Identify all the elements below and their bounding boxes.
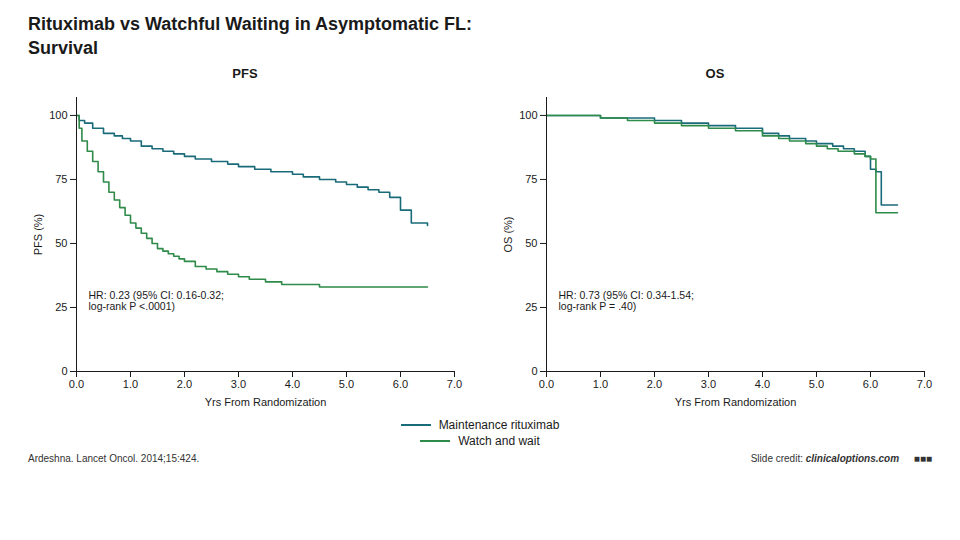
svg-text:3.0: 3.0 [231,378,246,390]
svg-text:75: 75 [525,173,537,185]
svg-text:HR: 0.73 (95% CI: 0.34-1.54;lo: HR: 0.73 (95% CI: 0.34-1.54;log-rank P =… [559,289,694,312]
svg-text:0.0: 0.0 [539,378,554,390]
html-text:OS: OS [705,66,725,81]
html-text:Slide credit: clinicaloptions.: Slide credit: clinicaloptions.com [750,453,900,464]
svg-text:5.0: 5.0 [809,378,824,390]
svg-text:5.0: 5.0 [339,378,354,390]
svg-text:6.0: 6.0 [863,378,878,390]
html-text:Ardeshna. Lancet Oncol. 2014;1: Ardeshna. Lancet Oncol. 2014;15:424. [28,453,200,464]
svg-text:2.0: 2.0 [647,378,662,390]
html-text:PFS: PFS [232,66,258,81]
svg-text:75: 75 [55,173,67,185]
svg-text:HR: 0.23 (95% CI: 0.16-0.32;lo: HR: 0.23 (95% CI: 0.16-0.32;log-rank P <… [89,289,224,312]
svg-text:2.0: 2.0 [177,378,192,390]
svg-text:50: 50 [525,237,537,249]
svg-text:4.0: 4.0 [285,378,300,390]
svg-text:100: 100 [519,109,537,121]
svg-text:7.0: 7.0 [447,378,462,390]
svg-text:100: 100 [49,109,67,121]
svg-text:0: 0 [61,365,67,377]
svg-text:Yrs From Randomization: Yrs From Randomization [675,396,797,408]
svg-text:6.0: 6.0 [393,378,408,390]
html-text:Maintenance rituximab: Maintenance rituximab [438,418,560,432]
svg-text:50: 50 [55,237,67,249]
svg-text:3.0: 3.0 [701,378,716,390]
svg-text:0: 0 [531,365,537,377]
svg-text:Yrs From Randomization: Yrs From Randomization [205,396,327,408]
html-text:Survival: Survival [28,38,98,58]
html-text:Watch and wait: Watch and wait [458,434,540,448]
svg-text:25: 25 [525,301,537,313]
svg-text:7.0: 7.0 [917,378,932,390]
svg-text:1.0: 1.0 [123,378,138,390]
html-text:Rituximab vs Watchful Waiting: Rituximab vs Watchful Waiting in Asympto… [28,14,472,34]
svg-text:1.0: 1.0 [593,378,608,390]
svg-text:PFS (%): PFS (%) [32,214,44,256]
svg-text:25: 25 [55,301,67,313]
svg-text:0.0: 0.0 [69,378,84,390]
svg-text:OS (%): OS (%) [502,216,514,252]
svg-text:4.0: 4.0 [755,378,770,390]
